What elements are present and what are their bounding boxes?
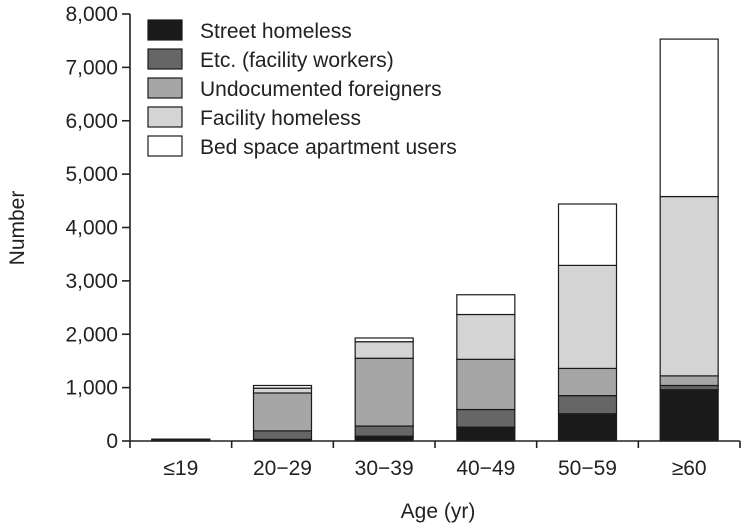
bar-segment-etc-facility-workers [252, 430, 313, 440]
bar-segment-bed-space-apartment-users [456, 294, 516, 316]
x-tick-labels: ≤19 20−29 30−39 40−49 50−59 ≥60 [163, 457, 706, 480]
y-tick-label: 4,000 [65, 217, 118, 240]
bar-segment-etc-facility-workers [354, 425, 414, 437]
x-tick-label: ≥60 [672, 457, 707, 480]
y-axis-ticks [122, 13, 741, 448]
bar-segment-facility-homeless [456, 313, 516, 360]
bar-segment-bed-space-apartment-users [252, 384, 313, 389]
bar-segment-facility-homeless [252, 387, 313, 394]
bar-segment-undocumented-foreigners [659, 375, 719, 387]
y-tick-label: 7,000 [65, 56, 118, 79]
x-tick-label: 30−39 [355, 457, 414, 480]
legend-swatch [147, 19, 183, 41]
y-axis-title: Number [6, 191, 29, 266]
y-tick-label: 1,000 [65, 377, 118, 400]
legend: Street homeless Etc. (facility workers) Un… [147, 19, 457, 159]
legend-swatch [147, 135, 183, 157]
bar-segment-etc-facility-workers [456, 408, 516, 428]
bar-segment-bed-space-apartment-users [354, 337, 414, 343]
legend-label: Undocumented foreigners [200, 78, 442, 101]
legend-swatch [147, 48, 183, 70]
bar-segment-street-homeless [659, 389, 719, 442]
legend-label: Facility homeless [200, 107, 361, 130]
bar-segment-etc-facility-workers [557, 395, 618, 415]
bar-segment-facility-homeless [354, 341, 414, 359]
y-tick-labels: 0 1,000 2,000 3,000 4,000 5,000 6,000 7,000 8,00… [65, 3, 118, 453]
bar-segment-undocumented-foreigners [456, 358, 516, 411]
legend-label: Street homeless [200, 20, 352, 43]
bar-segment-undocumented-foreigners [557, 367, 618, 397]
x-axis-title: Age (yr) [401, 500, 476, 523]
x-tick-label: 20−29 [253, 457, 312, 480]
bar-segment-facility-homeless [659, 195, 719, 377]
bars [151, 38, 719, 442]
bar-segment-etc-facility-workers [659, 384, 719, 391]
x-tick-label: 50−59 [558, 457, 617, 480]
y-tick-label: 8,000 [65, 3, 118, 26]
legend-label: Bed space apartment users [200, 136, 457, 159]
y-tick-label: 5,000 [65, 163, 118, 186]
axes [129, 14, 740, 442]
bar-segment-bed-space-apartment-users [557, 203, 618, 266]
y-tick-label: 6,000 [65, 110, 118, 133]
bar-segment-street-homeless [557, 413, 618, 442]
bar-segment-street-homeless [456, 426, 516, 442]
bar-segment-bed-space-apartment-users [659, 38, 719, 198]
y-tick-label: 0 [106, 430, 118, 453]
bar-segment-undocumented-foreigners [252, 392, 313, 432]
y-tick-label: 3,000 [65, 270, 118, 293]
legend-swatch [147, 77, 183, 99]
x-tick-label: ≤19 [163, 457, 198, 480]
bar-segment-undocumented-foreigners [354, 357, 414, 427]
legend-swatch [147, 106, 183, 128]
x-tick-label: 40−49 [456, 457, 515, 480]
y-tick-label: 2,000 [65, 323, 118, 346]
bar-segment-facility-homeless [557, 264, 618, 370]
legend-label: Etc. (facility workers) [200, 49, 394, 72]
